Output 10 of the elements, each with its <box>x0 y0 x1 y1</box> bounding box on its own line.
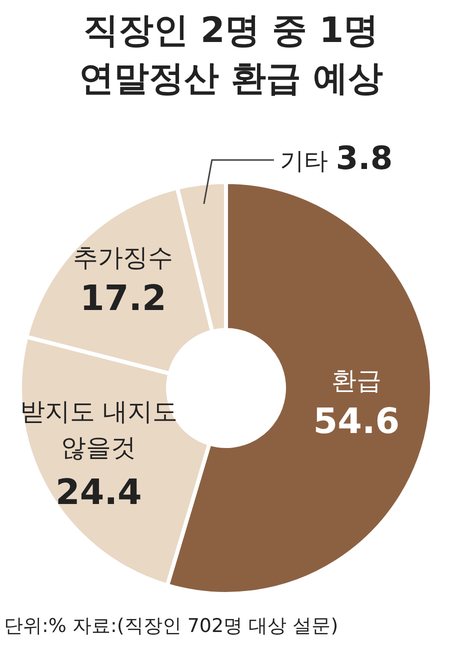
data-label: 54.6 <box>313 402 400 442</box>
slice-label: 환급 <box>331 366 382 395</box>
chart-title: 직장인 2명 중 1명 연말정산 환급 예상 <box>78 11 384 99</box>
data-label: 24.4 <box>56 473 142 514</box>
text: 단위:% 자료:(직장인 702명 대상 설문) <box>4 615 338 637</box>
slice-label: 추가징수 <box>73 242 174 272</box>
slice-label: 받지도 내지도 않을것 <box>20 397 178 462</box>
data-label: 17.2 <box>80 278 166 319</box>
data-label: 3.8 <box>336 139 393 177</box>
slice-label: 기타 <box>280 147 328 175</box>
